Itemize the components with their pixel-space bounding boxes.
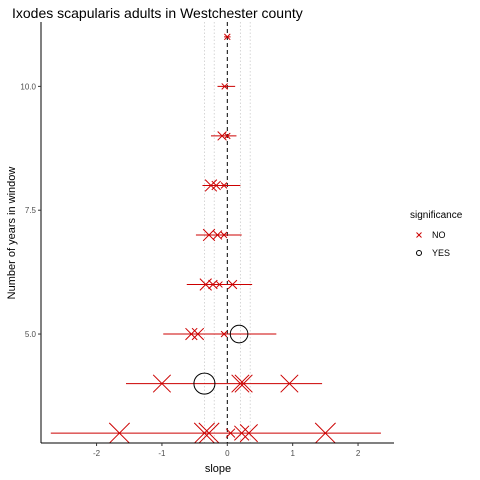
point-not-significant (108, 422, 130, 444)
legend: significance NO YES (410, 210, 463, 258)
legend-entry-yes: YES (416, 248, 450, 258)
point-not-significant (224, 132, 231, 140)
point-not-significant (212, 230, 223, 240)
point-not-significant (211, 180, 221, 191)
point-not-significant (239, 423, 258, 443)
x-tick-label: -1 (158, 449, 166, 458)
chart-title: Ixodes scapularis adults in Westchester … (12, 5, 303, 21)
point-not-significant (208, 279, 218, 290)
x-axis-ticks: -2 -1 0 1 2 (93, 443, 361, 458)
legend-entry-no: NO (416, 230, 446, 240)
legend-label: YES (432, 248, 450, 258)
y-tick-label: 5.0 (25, 330, 37, 339)
point-not-significant (220, 182, 228, 189)
point-significant (193, 372, 216, 395)
y-tick-label: 7.5 (25, 206, 37, 215)
x-tick-label: 0 (225, 449, 230, 458)
x-tick-label: -2 (93, 449, 101, 458)
point-significant (229, 324, 249, 344)
point-not-significant (193, 422, 215, 444)
plot-panel (50, 22, 381, 444)
legend-title: significance (410, 210, 463, 221)
point-not-significant (225, 428, 236, 438)
point-not-significant (227, 279, 238, 290)
x-axis-label: slope (205, 463, 231, 475)
point-not-significant (220, 231, 228, 239)
point-not-significant (220, 330, 228, 338)
x-tick-label: 1 (290, 449, 295, 458)
point-not-significant (152, 374, 172, 393)
y-tick-label: 10.0 (20, 82, 36, 91)
point-not-significant (234, 425, 250, 441)
point-not-significant (204, 179, 218, 192)
slope-points (108, 33, 336, 444)
point-not-significant (234, 374, 253, 393)
point-not-significant (314, 422, 336, 444)
point-not-significant (221, 83, 228, 90)
point-not-significant (224, 33, 231, 41)
point-not-significant (185, 327, 198, 341)
point-not-significant (198, 422, 220, 444)
x-tick-label: 2 (356, 449, 361, 458)
confidence-intervals (50, 36, 381, 434)
point-not-significant (216, 281, 223, 288)
y-axis-label: Number of years in window (6, 167, 18, 300)
point-not-significant (280, 374, 299, 393)
point-not-significant (231, 374, 250, 393)
y-axis-ticks: 5.0 7.5 10.0 (20, 82, 41, 339)
point-not-significant (191, 327, 205, 341)
legend-label: NO (432, 230, 446, 240)
